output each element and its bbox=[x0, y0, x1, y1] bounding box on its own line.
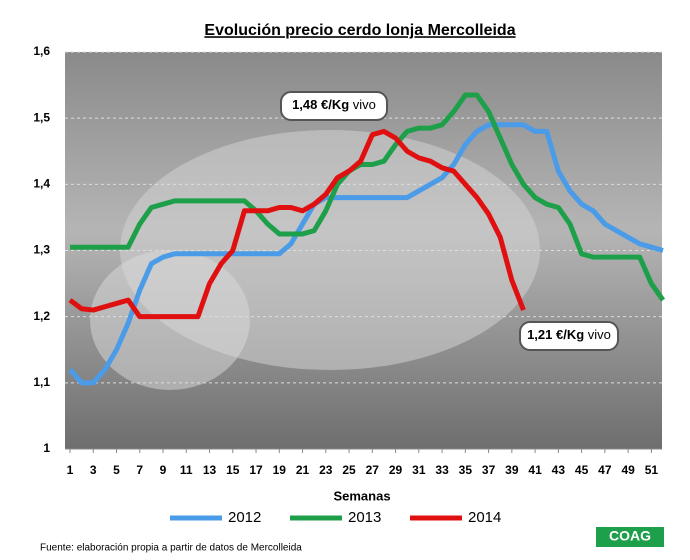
x-tick-label: 31 bbox=[412, 463, 426, 477]
annotation-unit: vivo bbox=[588, 327, 611, 342]
chart-title: Evolución precio cerdo lonja Mercolleida bbox=[204, 22, 515, 39]
x-axis-label: Semanas bbox=[333, 488, 390, 503]
y-tick-label: 1 bbox=[43, 441, 50, 455]
y-tick-label: 1,5 bbox=[33, 110, 50, 124]
annotation-text: 1,48 €/Kg vivo bbox=[292, 97, 376, 112]
x-tick-label: 19 bbox=[273, 463, 287, 477]
annotation-value: 1,48 €/Kg bbox=[292, 97, 349, 112]
source: Fuente: elaboración propia a partir de d… bbox=[40, 543, 302, 554]
y-tick-label: 1,6 bbox=[33, 44, 50, 58]
y-tick-label: 1,4 bbox=[33, 177, 50, 191]
x-tick-label: 23 bbox=[319, 463, 333, 477]
x-tick-label: 35 bbox=[459, 463, 473, 477]
x-tick-label: 21 bbox=[296, 463, 310, 477]
x-tick-label: 45 bbox=[575, 463, 589, 477]
annotation-value: 1,21 €/Kg bbox=[527, 327, 584, 342]
x-tick-label: 11 bbox=[180, 463, 193, 477]
x-tick-label: 29 bbox=[389, 463, 403, 477]
annotation: 1,48 €/Kg vivo bbox=[280, 91, 388, 121]
x-tick-label: 37 bbox=[482, 463, 496, 477]
x-tick-label: 25 bbox=[342, 463, 356, 477]
series-line bbox=[68, 122, 664, 386]
legend-label: 2012 bbox=[228, 509, 261, 526]
x-tick-label: 15 bbox=[226, 463, 240, 477]
x-tick-label: 43 bbox=[552, 463, 566, 477]
x-tick-label: 13 bbox=[203, 463, 217, 477]
legend-label: 2013 bbox=[348, 509, 381, 526]
x-tick-label: 3 bbox=[90, 463, 97, 477]
x-tick-label: 41 bbox=[528, 463, 542, 477]
annotation-box bbox=[519, 321, 619, 351]
annotation-text: 1,21 €/Kg vivo bbox=[527, 327, 611, 342]
x-tick-label: 47 bbox=[598, 463, 612, 477]
legend-label: 2014 bbox=[468, 509, 501, 526]
x-tick-label: 33 bbox=[435, 463, 449, 477]
annotation-box bbox=[280, 91, 388, 121]
x-tick-label: 39 bbox=[505, 463, 519, 477]
logo: COAG bbox=[609, 528, 651, 544]
x-tick-label: 49 bbox=[621, 463, 635, 477]
series-line bbox=[68, 128, 526, 320]
y-tick-label: 1,1 bbox=[33, 375, 50, 389]
annotation: 1,21 €/Kg vivo bbox=[519, 321, 619, 351]
x-tick-label: 51 bbox=[645, 463, 659, 477]
x-tick-label: 5 bbox=[113, 463, 120, 477]
y-tick-label: 1,3 bbox=[33, 243, 50, 257]
annotation-unit: vivo bbox=[353, 97, 376, 112]
x-tick-label: 1 bbox=[67, 463, 74, 477]
x-tick-label: 17 bbox=[249, 463, 263, 477]
x-tick-label: 7 bbox=[136, 463, 143, 477]
y-tick-label: 1,2 bbox=[33, 309, 50, 323]
background-photo bbox=[90, 250, 250, 390]
x-tick-label: 9 bbox=[160, 463, 167, 477]
logo-box bbox=[596, 527, 664, 547]
x-tick-label: 27 bbox=[366, 463, 380, 477]
series-line bbox=[70, 92, 666, 302]
